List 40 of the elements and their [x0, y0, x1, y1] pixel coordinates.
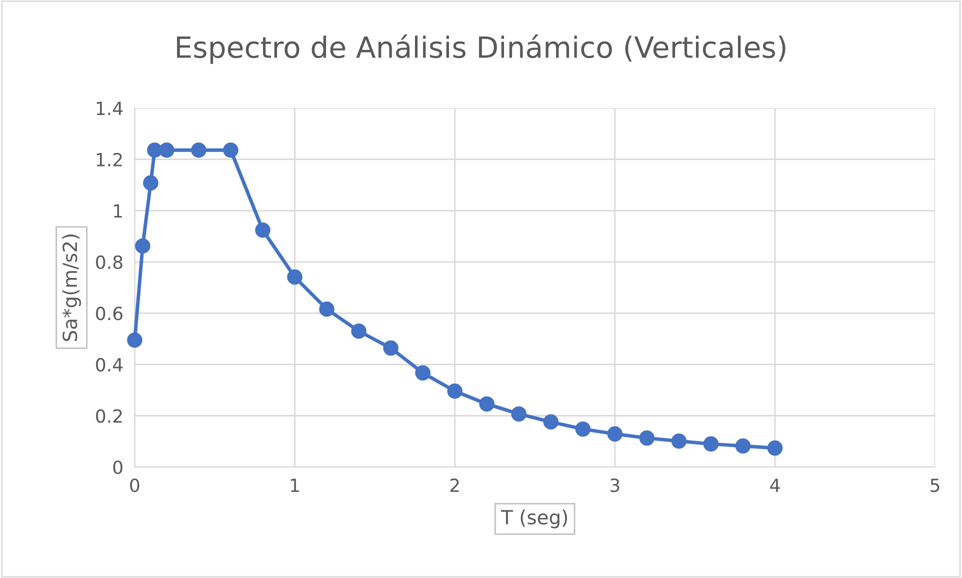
x-tick-label: 2: [450, 478, 459, 492]
point: [703, 436, 719, 452]
point: [447, 383, 462, 399]
x-tick-label: 1: [290, 478, 299, 492]
point: [319, 301, 334, 317]
x-tick-label: 0: [130, 478, 140, 492]
point: [255, 222, 270, 238]
point: [575, 421, 591, 437]
y-tick-label: 0.2: [96, 409, 122, 423]
x-tick-label: 3: [610, 478, 620, 492]
point: [479, 396, 494, 412]
x-tick-label: 4: [770, 478, 780, 492]
point: [511, 406, 527, 422]
point: [607, 426, 623, 442]
y-tick-label: 1: [114, 204, 122, 218]
y-tick-label: 0.8: [96, 255, 122, 270]
y-tick-label: 1.4: [96, 102, 123, 115]
y-tick-label: 1.2: [96, 152, 122, 166]
chart-title: Espectro de Análisis Dinámico (Verticales): [177, 34, 786, 64]
point: [135, 238, 150, 254]
point: [415, 365, 430, 381]
point: [351, 324, 366, 339]
x-tick-label: 5: [930, 478, 940, 492]
point: [143, 175, 158, 191]
point: [767, 440, 783, 456]
y-tick-label: 0: [113, 460, 122, 474]
point: [383, 340, 398, 356]
x-axis-title: T (seg): [500, 510, 568, 528]
y-tick-label: 0.6: [96, 306, 122, 320]
point: [543, 414, 559, 430]
point: [223, 142, 238, 158]
y-axis-title: Sa*g(m/s2): [62, 234, 81, 342]
point: [671, 433, 687, 449]
point: [735, 438, 751, 454]
point: [191, 142, 206, 158]
point: [639, 430, 655, 446]
point: [127, 332, 142, 348]
y-tick-label: 0.4: [96, 358, 123, 372]
point: [159, 142, 174, 158]
point: [287, 269, 302, 285]
